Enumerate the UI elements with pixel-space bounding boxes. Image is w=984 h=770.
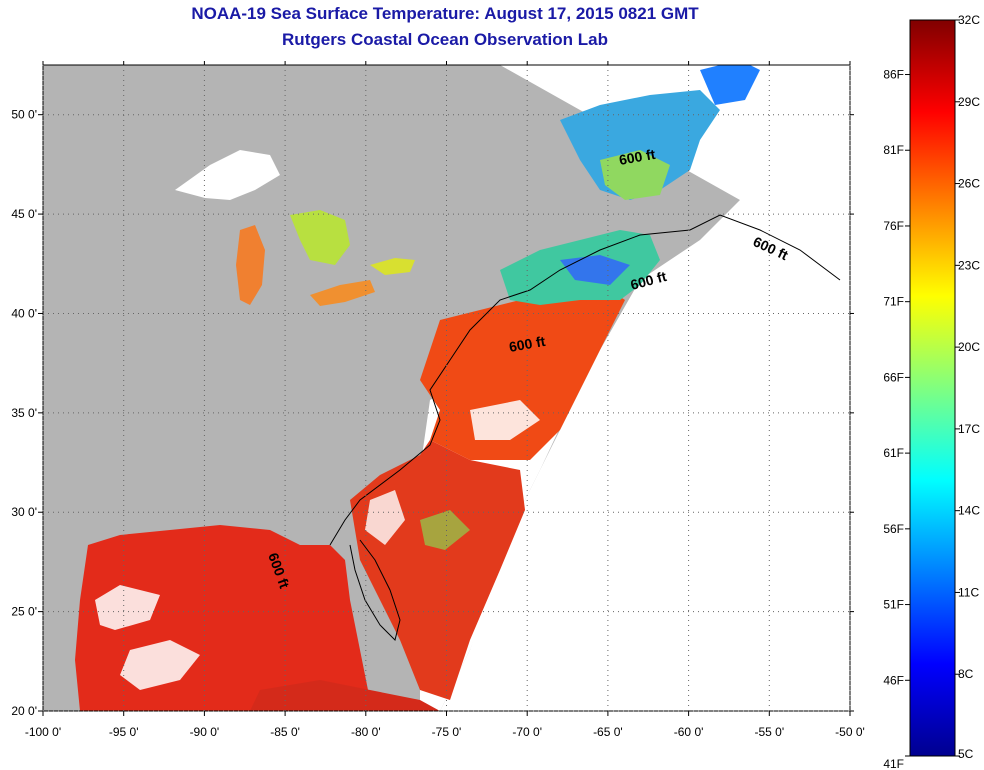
colorbar-fahrenheit-labels: 86F 81F 76F 71F 66F 61F 56F 51F 46F 41F [883, 68, 910, 770]
mid-atlantic-cloud [470, 400, 540, 440]
lake-ontario [370, 258, 415, 275]
x-tick-label: -95 0' [109, 725, 139, 739]
se-cloud-patch [365, 490, 405, 545]
florida-line [349, 539, 401, 641]
y-tick-label: 40 0' [11, 306, 37, 320]
colorbar-label-f: 46F [883, 673, 904, 687]
se-green-patch [420, 510, 470, 550]
x-axis: -100 0' -95 0' -90 0' -85 0' -80 0' -75 0' -70… [25, 61, 865, 739]
colorbar-label-c: 5C [958, 747, 974, 761]
x-tick-label: -55 0' [754, 725, 784, 739]
colorbar-label-f: 66F [883, 370, 904, 384]
colorbar-label-c: 11C [958, 585, 979, 599]
x-tick-label: -85 0' [270, 725, 300, 739]
chart-subtitle: Rutgers Coastal Ocean Observation Lab [282, 30, 608, 49]
colorbar-label-c: 8C [958, 667, 974, 681]
x-tick-label: -100 0' [25, 725, 61, 739]
y-axis: 50 0' 45 0' 40 0' 35 0' 30 0' 25 0' 20 0' [11, 108, 854, 718]
colorbar-label-c: 23C [958, 258, 980, 272]
colorbar-label-f: 51F [883, 598, 904, 612]
caribbean-sst [250, 680, 440, 711]
x-tick-label: -70 0' [512, 725, 542, 739]
isobath-label: 600 ft [618, 146, 657, 168]
gulf-cloud-patches [95, 585, 160, 630]
east-coast-line [329, 214, 841, 546]
lake-huron [290, 210, 350, 265]
colorbar-label-c: 29C [958, 95, 980, 109]
colorbar-label-f: 71F [883, 295, 904, 309]
lake-michigan [236, 225, 265, 305]
colorbar-celsius-labels: 32C 29C 26C 23C 20C 17C 14C 11C 8C 5C [955, 13, 980, 761]
x-tick-label: -90 0' [190, 725, 220, 739]
gulf-of-st-lawrence-sst [560, 90, 720, 200]
colorbar-label-c: 26C [958, 177, 980, 191]
x-tick-label: -75 0' [432, 725, 462, 739]
y-tick-label: 30 0' [11, 505, 37, 519]
x-tick-label: -80 0' [351, 725, 381, 739]
colorbar-label-c: 32C [958, 13, 980, 27]
y-tick-label: 25 0' [11, 605, 37, 619]
lake-superior [175, 150, 280, 200]
colorbar-label-f: 86F [883, 68, 904, 82]
x-tick-label: -50 0' [835, 725, 865, 739]
colorbar-label-f: 41F [883, 757, 904, 770]
labrador-blue [700, 65, 760, 105]
lake-erie [310, 280, 375, 306]
nova-scotia-blue [560, 255, 630, 285]
y-tick-label: 20 0' [11, 704, 37, 718]
x-tick-label: -60 0' [674, 725, 704, 739]
colorbar-label-c: 14C [958, 504, 980, 518]
colorbar-label-c: 20C [958, 340, 980, 354]
colorbar-label-f: 76F [883, 219, 904, 233]
x-tick-label: -65 0' [593, 725, 623, 739]
chart-title: NOAA-19 Sea Surface Temperature: August … [191, 4, 699, 23]
colorbar-label-c: 17C [958, 422, 980, 436]
colorbar-label-f: 81F [883, 143, 904, 157]
no-data-ocean [440, 65, 850, 711]
y-tick-label: 35 0' [11, 406, 37, 420]
isobath-label: 600 ft [508, 333, 547, 355]
colorbar-label-f: 56F [883, 522, 904, 536]
colorbar-label-f: 61F [883, 446, 904, 460]
y-tick-label: 50 0' [11, 108, 37, 122]
st-lawrence-green [600, 150, 670, 200]
y-tick-label: 45 0' [11, 207, 37, 221]
gulf-cloud-patches-2 [120, 640, 200, 690]
colorbar [909, 19, 956, 757]
